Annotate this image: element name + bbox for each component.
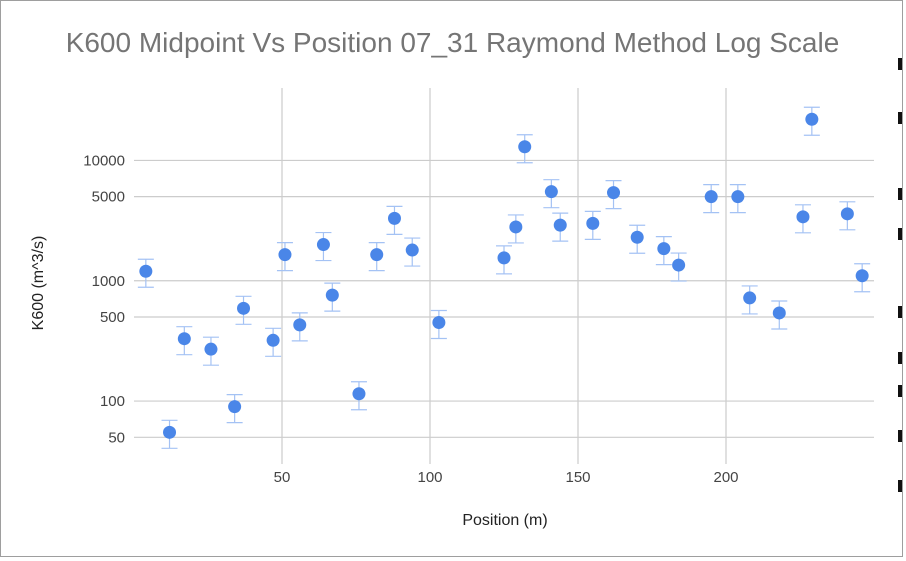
error-bars <box>137 106 871 449</box>
data-point[interactable] <box>672 258 686 272</box>
data-point[interactable] <box>139 264 153 278</box>
data-point[interactable] <box>177 332 191 346</box>
edge-artifacts <box>894 40 906 530</box>
data-point[interactable] <box>278 248 292 262</box>
data-point[interactable] <box>704 190 718 204</box>
data-point[interactable] <box>805 112 819 126</box>
data-point[interactable] <box>163 425 177 439</box>
y-tick-label: 1000 <box>92 273 125 290</box>
y-tick-label: 50 <box>108 429 125 446</box>
chart-title: K600 Midpoint Vs Position 07_31 Raymond … <box>65 27 840 58</box>
data-point[interactable] <box>518 140 532 154</box>
data-point[interactable] <box>316 238 330 252</box>
data-point[interactable] <box>405 243 419 257</box>
data-point[interactable] <box>370 248 384 262</box>
data-point[interactable] <box>293 318 307 332</box>
data-point[interactable] <box>352 387 366 401</box>
data-points <box>139 112 869 439</box>
data-point[interactable] <box>544 185 558 199</box>
data-point[interactable] <box>553 218 567 232</box>
data-point[interactable] <box>387 211 401 225</box>
y-tick-label: 100 <box>100 393 125 410</box>
x-tick-label: 150 <box>565 469 590 486</box>
data-point[interactable] <box>228 400 242 414</box>
data-point[interactable] <box>657 242 671 256</box>
data-point[interactable] <box>855 269 869 283</box>
data-point[interactable] <box>509 220 523 234</box>
data-point[interactable] <box>432 315 446 329</box>
data-point[interactable] <box>743 291 757 305</box>
data-point[interactable] <box>607 186 621 200</box>
data-point[interactable] <box>497 251 511 265</box>
axis-ticks: 50 100 150 200 50 100 500 1000 5000 10000 <box>83 152 738 486</box>
x-tick-label: 50 <box>274 469 291 486</box>
data-point[interactable] <box>772 306 786 320</box>
x-tick-label: 200 <box>713 469 738 486</box>
data-point[interactable] <box>796 210 810 224</box>
x-axis-label: Position (m) <box>462 512 548 529</box>
x-tick-label: 100 <box>417 469 442 486</box>
data-point[interactable] <box>237 301 251 315</box>
data-point[interactable] <box>325 288 339 302</box>
data-point[interactable] <box>204 342 218 356</box>
y-tick-label: 5000 <box>92 189 125 206</box>
y-tick-label: 10000 <box>83 152 125 169</box>
grid-lines <box>134 88 874 464</box>
data-point[interactable] <box>630 230 644 244</box>
data-point[interactable] <box>586 216 600 230</box>
y-tick-label: 500 <box>100 309 125 326</box>
data-point[interactable] <box>731 190 745 204</box>
data-point[interactable] <box>840 207 854 221</box>
data-point[interactable] <box>266 333 280 347</box>
